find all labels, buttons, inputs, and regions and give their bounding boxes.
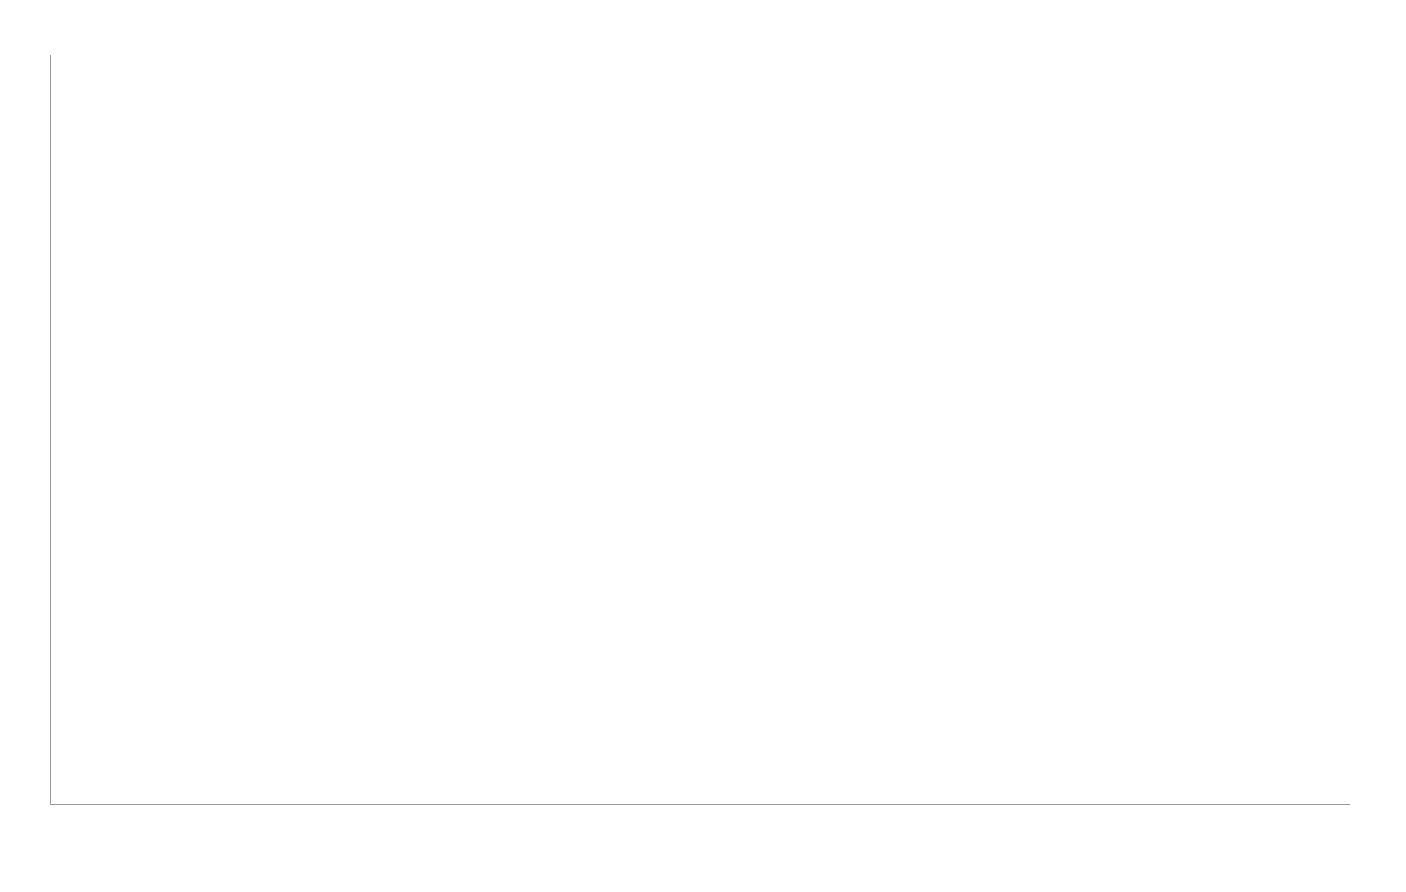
- trend-lines: [51, 55, 1350, 804]
- chart-plot-area: [50, 55, 1350, 805]
